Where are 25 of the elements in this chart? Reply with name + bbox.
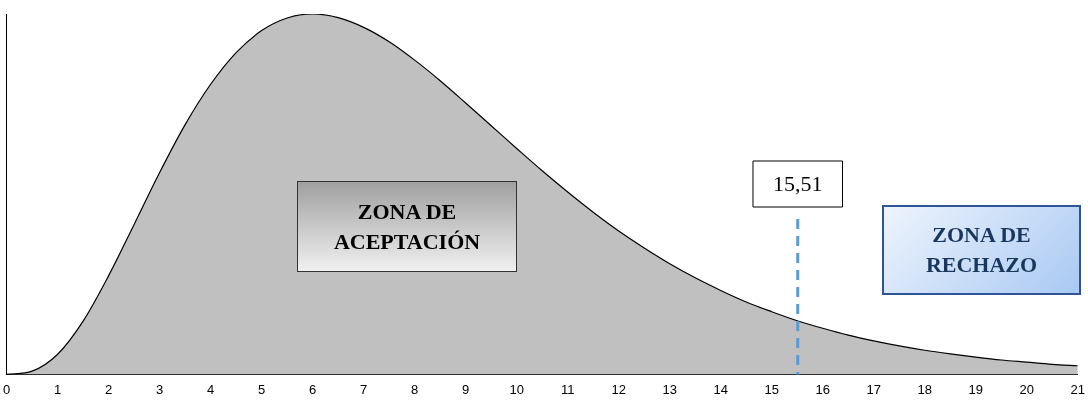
x-tick-label: 2 xyxy=(105,381,113,397)
x-tick-label: 19 xyxy=(968,381,983,397)
text-box: ZONA DE ACEPTACIÓN xyxy=(297,181,517,272)
x-tick-label: 21 xyxy=(1070,381,1085,397)
x-tick-label: 15 xyxy=(764,381,779,397)
x-tick-label: 8 xyxy=(411,381,419,397)
x-tick-label: 6 xyxy=(309,381,317,397)
x-tick-label: 16 xyxy=(815,381,830,397)
x-tick-label: 18 xyxy=(917,381,932,397)
x-tick-label: 3 xyxy=(156,381,164,397)
x-tick-label: 14 xyxy=(713,381,728,397)
x-tick-label: 1 xyxy=(54,381,62,397)
x-tick-label: 0 xyxy=(3,381,11,397)
text-box: ZONA DE RECHAZO xyxy=(882,205,1081,295)
x-tick-label: 13 xyxy=(662,381,677,397)
x-tick-label: 7 xyxy=(360,381,368,397)
x-tick-label: 11 xyxy=(560,381,575,397)
x-tick-label: 4 xyxy=(207,381,215,397)
x-tick-label: 10 xyxy=(509,381,524,397)
x-tick-label: 9 xyxy=(462,381,470,397)
x-tick-label: 17 xyxy=(866,381,881,397)
x-tick-label: 12 xyxy=(611,381,626,397)
x-tick-label: 5 xyxy=(258,381,266,397)
x-tick-label: 20 xyxy=(1019,381,1034,397)
ref-line-label: 15,51 xyxy=(772,170,823,196)
